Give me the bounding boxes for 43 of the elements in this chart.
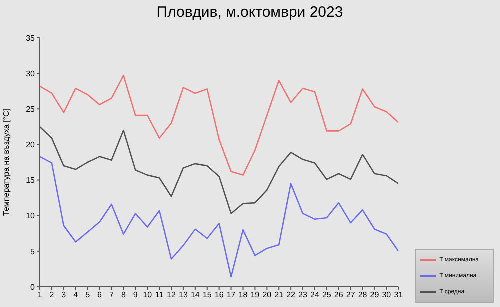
x-tick-label: 20 [262,290,272,300]
line-series [40,156,399,278]
x-tick-label: 25 [322,290,332,300]
x-tick-label: 15 [202,290,212,300]
x-tick-label: 28 [358,290,368,300]
x-tick-label: 11 [155,290,164,300]
x-tick-label: 30 [382,290,392,300]
x-tick-label: 21 [274,290,284,300]
y-tick-label: 10 [26,212,36,221]
x-tick-label: 4 [74,290,79,300]
x-tick-label: 8 [121,290,126,300]
x-tick-label: 7 [110,290,115,300]
y-tick-label: 5 [30,247,36,256]
chart-title: Пловдив, м.октомври 2023 [156,4,344,21]
x-tick-label: 31 [394,290,404,300]
y-tick-label: 15 [26,176,36,186]
y-tick-label: 20 [26,140,36,150]
x-tick-label: 5 [86,290,91,300]
x-tick-label: 9 [133,290,138,300]
y-tick-label: 35 [26,34,36,43]
x-tick-label: 22 [286,290,296,300]
y-tick-label: 30 [26,69,36,78]
x-tick-label: 14 [190,290,200,300]
x-tick-label: 29 [370,290,380,300]
x-tick-label: 18 [238,290,248,300]
x-tick-label: 16 [214,290,224,300]
x-tick-label: 1 [38,290,43,300]
x-tick-label: 2 [50,290,55,300]
x-tick-label: 10 [143,290,153,300]
x-tick-label: 3 [62,290,67,300]
x-tick-label: 17 [226,290,236,300]
x-tick-label: 27 [346,290,356,300]
y-axis-title: Температура на въздуха [°C] [2,109,11,216]
x-tick-label: 13 [179,290,188,300]
y-tick-label: 25 [26,104,36,114]
y-tick-label: 0 [30,282,36,292]
x-tick-label: 23 [298,290,308,300]
x-tick-label: 19 [250,290,260,300]
x-tick-label: 12 [167,290,177,300]
x-tick-label: 6 [98,290,103,300]
x-tick-label: 26 [334,290,344,300]
x-tick-label: 24 [310,290,320,300]
line-series [40,75,399,176]
